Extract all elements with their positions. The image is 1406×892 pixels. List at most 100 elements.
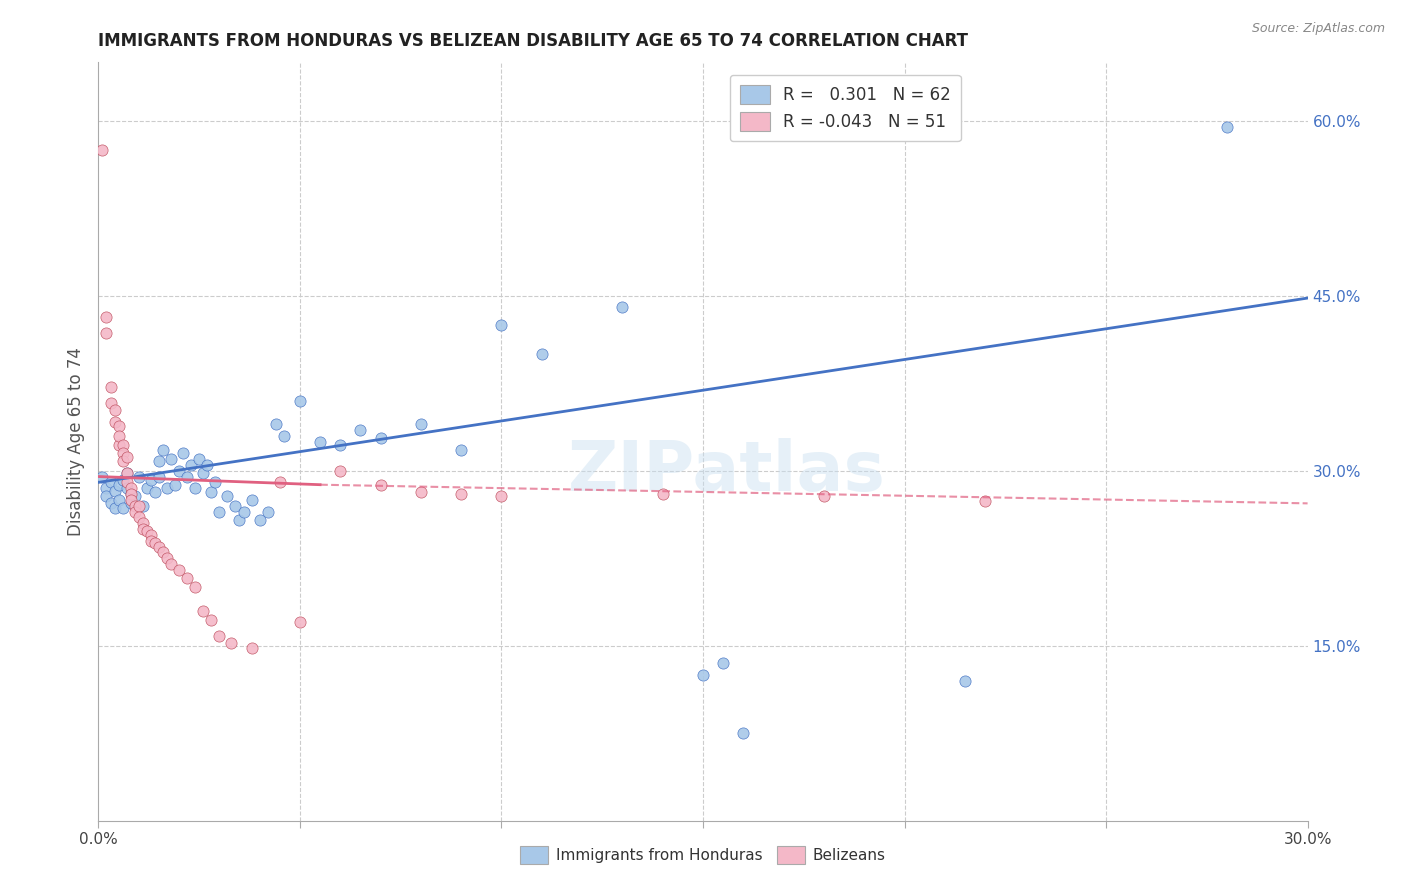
Point xyxy=(269,475,291,490)
Text: Source: ZipAtlas.com: Source: ZipAtlas.com xyxy=(1251,22,1385,36)
Point xyxy=(107,477,129,491)
Point xyxy=(120,481,142,495)
Text: IMMIGRANTS FROM HONDURAS VS BELIZEAN DISABILITY AGE 65 TO 74 CORRELATION CHART: IMMIGRANTS FROM HONDURAS VS BELIZEAN DIS… xyxy=(98,32,969,50)
Point xyxy=(132,516,155,531)
Point xyxy=(612,301,634,315)
Point xyxy=(450,442,472,457)
Point xyxy=(172,446,194,460)
Point xyxy=(139,473,162,487)
Point xyxy=(273,428,295,442)
Point xyxy=(204,475,226,490)
Point xyxy=(409,484,432,499)
Point xyxy=(143,484,166,499)
Point xyxy=(156,481,179,495)
Point xyxy=(176,571,198,585)
Point xyxy=(288,615,311,630)
Point xyxy=(103,501,125,516)
Point xyxy=(120,496,142,510)
Point xyxy=(115,450,138,464)
Point xyxy=(176,469,198,483)
Point xyxy=(128,469,150,483)
Point xyxy=(200,613,222,627)
Point xyxy=(128,510,150,524)
Point xyxy=(100,475,122,490)
Point xyxy=(264,417,287,431)
Point xyxy=(111,438,134,452)
Point xyxy=(135,524,157,539)
Point xyxy=(240,640,263,655)
Point xyxy=(184,481,207,495)
Point xyxy=(208,504,231,518)
Point xyxy=(111,454,134,468)
Point xyxy=(974,494,997,508)
Point xyxy=(288,393,311,408)
Point xyxy=(91,143,114,157)
Point xyxy=(139,533,162,548)
Point xyxy=(249,513,271,527)
Text: ZIPatlas: ZIPatlas xyxy=(568,438,886,506)
Point xyxy=(221,636,243,650)
Point xyxy=(152,442,174,457)
Point xyxy=(143,536,166,550)
Point xyxy=(530,347,553,361)
Point xyxy=(96,481,118,495)
Point xyxy=(156,551,179,566)
Point xyxy=(256,504,278,518)
Y-axis label: Disability Age 65 to 74: Disability Age 65 to 74 xyxy=(66,347,84,536)
Point xyxy=(96,310,118,324)
Point xyxy=(329,438,352,452)
Point xyxy=(193,604,215,618)
Point xyxy=(96,326,118,340)
Point xyxy=(167,464,190,478)
Point xyxy=(370,477,392,491)
Point xyxy=(450,487,472,501)
Point xyxy=(692,668,714,682)
Point xyxy=(103,403,125,417)
Point xyxy=(124,504,146,518)
Point xyxy=(124,499,146,513)
Point xyxy=(107,492,129,507)
Point xyxy=(184,580,207,594)
Point xyxy=(96,489,118,503)
Point xyxy=(195,458,218,472)
Point xyxy=(100,496,122,510)
Legend: Immigrants from Honduras, Belizeans: Immigrants from Honduras, Belizeans xyxy=(515,840,891,870)
Point xyxy=(232,504,254,518)
Point xyxy=(107,428,129,442)
Point xyxy=(217,489,239,503)
Point xyxy=(115,466,138,480)
Point xyxy=(224,499,246,513)
Point xyxy=(120,492,142,507)
Point xyxy=(491,318,513,332)
Point xyxy=(128,499,150,513)
Point xyxy=(167,563,190,577)
Point xyxy=(160,557,183,571)
Point xyxy=(1216,120,1239,134)
Point xyxy=(111,446,134,460)
Point xyxy=(163,477,186,491)
Point xyxy=(309,434,332,449)
Point xyxy=(139,528,162,542)
Point xyxy=(152,545,174,559)
Point xyxy=(115,475,138,490)
Point xyxy=(349,423,371,437)
Point xyxy=(103,483,125,498)
Point xyxy=(91,469,114,483)
Point xyxy=(148,469,170,483)
Point xyxy=(107,419,129,434)
Point xyxy=(160,452,183,467)
Point xyxy=(124,489,146,503)
Point xyxy=(188,452,211,467)
Point xyxy=(651,487,673,501)
Point xyxy=(370,431,392,445)
Point xyxy=(135,481,157,495)
Point xyxy=(409,417,432,431)
Point xyxy=(180,458,202,472)
Point xyxy=(115,481,138,495)
Point xyxy=(132,522,155,536)
Point xyxy=(711,656,734,670)
Point xyxy=(100,396,122,410)
Point xyxy=(208,629,231,643)
Point xyxy=(228,513,250,527)
Point xyxy=(329,464,352,478)
